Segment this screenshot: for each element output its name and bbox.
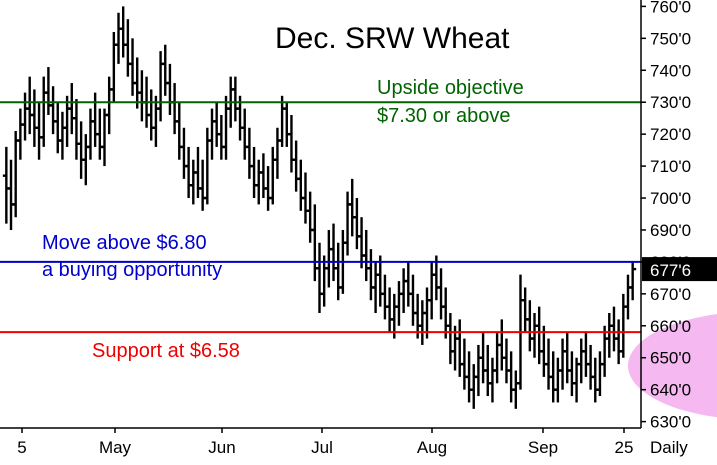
level-lines: [0, 101, 641, 334]
buy-annotation-line2: a buying opportunity: [42, 259, 222, 281]
x-tick-label: May: [99, 438, 132, 457]
y-tick-label: 710'0: [650, 157, 691, 176]
price-bar: [629, 261, 637, 301]
chart-title: Dec. SRW Wheat: [275, 22, 510, 55]
y-tick-label: 720'0: [650, 125, 691, 144]
x-axis-ticks: 5 May Jun Jul Aug Sep 25: [17, 428, 633, 457]
y-tick-label: 670'0: [650, 285, 691, 304]
support-annotation: Support at $6.58: [92, 340, 240, 362]
highlight-ellipse: [628, 314, 717, 418]
last-price-label: 677'6: [650, 261, 691, 280]
y-tick-label: 750'0: [650, 29, 691, 48]
interval-label: Daily: [650, 438, 688, 457]
y-tick-label: 660'0: [650, 317, 691, 336]
last-price-box: [642, 257, 717, 282]
price-bars: [2, 6, 637, 409]
y-tick-label: 760'0: [650, 0, 691, 16]
y-tick-label: 700'0: [650, 189, 691, 208]
upside-annotation-line2: $7.30 or above: [377, 105, 510, 127]
x-tick-label: Aug: [417, 438, 447, 457]
y-tick-label: 640'0: [650, 381, 691, 400]
x-tick-label: Jun: [208, 438, 235, 457]
upside-annotation-line1: Upside objective: [377, 77, 524, 99]
y-tick-label: 730'0: [650, 93, 691, 112]
last-price-tag: 677'6: [642, 257, 717, 282]
x-tick-label: Sep: [528, 438, 558, 457]
x-tick-label: 5: [17, 438, 26, 457]
y-tick-label: 630'0: [650, 413, 691, 432]
y-tick-label: 690'0: [650, 221, 691, 240]
x-tick-label: Jul: [311, 438, 333, 457]
x-tick-label: 25: [615, 438, 634, 457]
y-tick-label: 740'0: [650, 61, 691, 80]
buy-annotation-line1: Move above $6.80: [42, 232, 207, 254]
y-tick-label: 650'0: [650, 349, 691, 368]
